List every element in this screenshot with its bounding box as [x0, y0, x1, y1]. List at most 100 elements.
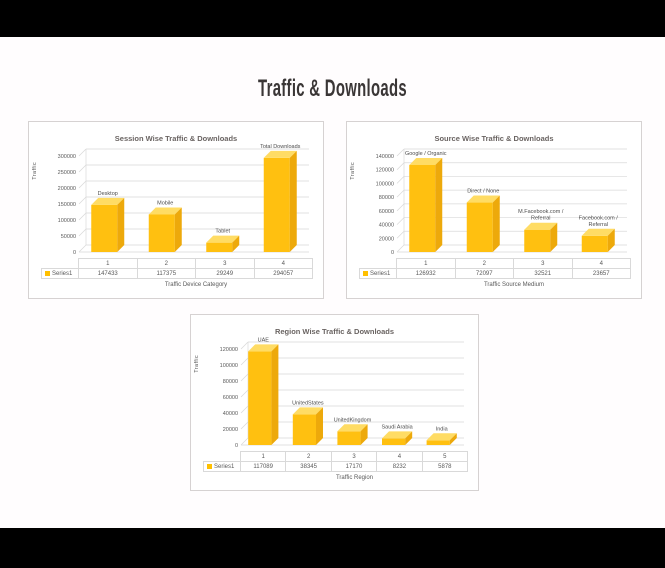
- y-tick-label: 200000: [58, 186, 76, 192]
- bar: [206, 235, 240, 252]
- bar-side-face: [435, 157, 443, 252]
- gridline-depth: [240, 389, 249, 398]
- bar: [337, 424, 368, 445]
- bar-top-face: [382, 431, 413, 439]
- table-cell-value: 147433: [78, 268, 138, 279]
- y-tick-label: 100000: [376, 181, 394, 187]
- chart-title: Source Wise Traffic & Downloads: [434, 134, 554, 144]
- bar-side-face: [449, 433, 457, 445]
- bar-side-face: [117, 197, 125, 252]
- y-tick-label: 80000: [223, 379, 238, 385]
- gridline-depth: [396, 231, 405, 239]
- bar-side-face: [271, 344, 279, 445]
- table-cell-value: 126932: [396, 268, 456, 279]
- bar-label: M.Facebook.com /: [518, 209, 564, 215]
- table-cell-value: 23657: [571, 268, 631, 279]
- y-tick-label: 20000: [379, 236, 394, 242]
- bar-top-face: [581, 228, 615, 236]
- series-row: Series1 147433 117375 29249 294057: [41, 268, 313, 279]
- x-axis-title: Traffic Device Category: [164, 282, 228, 288]
- chart-panel-region-wise[interactable]: Region Wise Traffic & Downloads Traffic …: [190, 314, 479, 491]
- bar-side-face: [405, 431, 413, 445]
- table-cell-value: 72097: [454, 268, 514, 279]
- series-row: Series1 126932 72097 32521 23657: [359, 268, 631, 279]
- bar-top-face: [206, 235, 240, 243]
- table-cell-value: 117089: [240, 461, 287, 472]
- legend-label: Series1: [214, 463, 235, 470]
- gridline-depth: [78, 196, 87, 205]
- y-tick-label: 0: [391, 250, 394, 256]
- bar-front-face: [382, 438, 406, 445]
- y-tick-label: 50000: [61, 234, 76, 240]
- bar-top-face: [248, 344, 279, 352]
- bar-front-face: [91, 204, 118, 252]
- chart-panel-session-wise[interactable]: Session Wise Traffic & Downloads Traffic…: [28, 121, 324, 299]
- gridline-depth: [240, 421, 249, 430]
- gridline-depth: [240, 373, 249, 382]
- gridline-depth: [78, 148, 87, 157]
- bar-label: India: [436, 426, 449, 432]
- legend-label: Series1: [52, 270, 73, 277]
- legend-cell: Series1: [41, 268, 79, 279]
- bar-side-face: [492, 195, 500, 252]
- y-tick-label: 0: [73, 250, 76, 256]
- bar-top-face: [426, 433, 457, 441]
- bottom-letterbox-bar: [0, 528, 665, 568]
- bar-front-face: [426, 440, 450, 445]
- bar-label: Referral: [531, 216, 551, 222]
- plot-area: 0 20000 40000 60000 80000 100000 120000 140000 G…: [376, 148, 627, 256]
- bar-label: UnitedKingdom: [334, 417, 372, 423]
- y-tick-label: 120000: [220, 347, 238, 353]
- table-cell-value: 32521: [513, 268, 573, 279]
- page-title: Traffic & Downloads: [258, 75, 407, 103]
- bar: [524, 222, 558, 252]
- table-cell-value: 5878: [421, 461, 469, 472]
- table-cell-value: 8232: [376, 461, 423, 472]
- gridline-depth: [78, 212, 87, 221]
- chart-title: Region Wise Traffic & Downloads: [274, 327, 395, 337]
- bar: [409, 157, 443, 252]
- bar-front-face: [337, 431, 361, 445]
- legend-cell: Series1: [203, 461, 241, 472]
- bar-label: Facebook.com /: [579, 215, 619, 221]
- chart-panel-source-wise[interactable]: Source Wise Traffic & Downloads Traffic …: [346, 121, 642, 299]
- legend-swatch-icon: [45, 271, 50, 276]
- bar-front-face: [292, 414, 316, 445]
- y-tick-label: 60000: [379, 209, 394, 215]
- plot-area: 0 50000 100000 150000 200000 250000 300000 Desk…: [58, 144, 309, 256]
- bar-top-face: [263, 150, 297, 158]
- bar-top-face: [524, 222, 558, 230]
- bar-top-face: [292, 407, 323, 415]
- bar-side-face: [174, 207, 182, 252]
- gridline-depth: [78, 228, 87, 237]
- y-tick-label: 80000: [379, 195, 394, 201]
- data-table: 1 2 3 4 Series1 147433 117375 29249 294057: [41, 258, 313, 279]
- legend-cell: Series1: [359, 268, 397, 279]
- gridline-depth: [396, 217, 405, 225]
- table-cell-value: 117375: [136, 268, 196, 279]
- y-tick-label: 40000: [223, 411, 238, 417]
- gridline-depth: [240, 341, 249, 350]
- legend-swatch-icon: [363, 271, 368, 276]
- bar-top-face: [409, 157, 443, 165]
- bar-label: Mobile: [157, 200, 173, 206]
- bar-side-face: [550, 222, 558, 252]
- bar-side-face: [315, 407, 323, 445]
- x-axis-title: Traffic Region: [335, 475, 374, 481]
- bar-label: Saudi Arabia: [381, 424, 413, 430]
- gridline-depth: [78, 164, 87, 173]
- plot-area: 0 20000 40000 60000 80000 100000 120000 UAE Unit…: [220, 337, 464, 449]
- bar: [292, 407, 323, 445]
- y-tick-label: 20000: [223, 427, 238, 433]
- table-cell-value: 294057: [253, 268, 313, 279]
- gridline-depth: [396, 162, 405, 170]
- top-letterbox-bar: [0, 0, 665, 37]
- bar-label: Tablet: [215, 229, 230, 235]
- y-tick-label: 40000: [379, 223, 394, 229]
- bar-front-face: [263, 157, 290, 252]
- bar: [263, 150, 297, 252]
- y-tick-label: 140000: [376, 154, 394, 160]
- bar-label: Referral: [588, 222, 608, 228]
- gridline-depth: [396, 148, 405, 157]
- chart-title: Session Wise Traffic & Downloads: [114, 134, 238, 144]
